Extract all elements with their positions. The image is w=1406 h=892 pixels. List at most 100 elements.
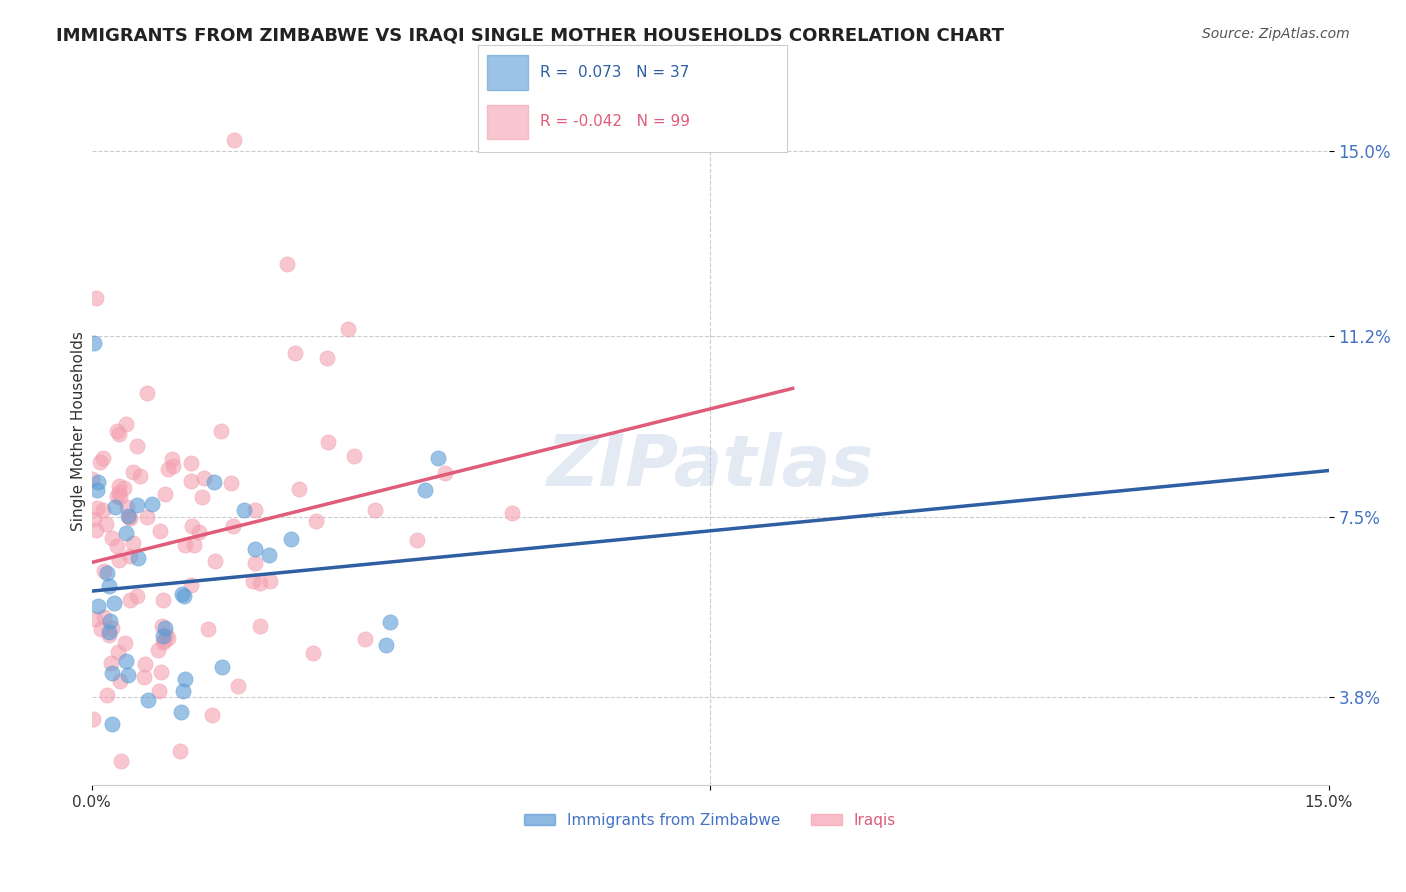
Point <box>96 566 118 581</box>
Y-axis label: Single Mother Households: Single Mother Households <box>72 331 86 532</box>
Point <box>104 500 127 515</box>
Point <box>191 490 214 504</box>
Point <box>259 574 281 588</box>
Point <box>120 549 142 563</box>
Point <box>125 499 148 513</box>
Point <box>118 509 141 524</box>
Point <box>134 657 156 671</box>
Point <box>115 654 138 668</box>
Point <box>114 635 136 649</box>
Point <box>280 532 302 546</box>
Point <box>155 628 177 642</box>
Point <box>107 479 129 493</box>
Point <box>150 619 173 633</box>
Point <box>105 489 128 503</box>
Point <box>284 346 307 360</box>
Point <box>118 511 141 525</box>
Point <box>364 503 387 517</box>
Point <box>173 538 195 552</box>
Legend: Immigrants from Zimbabwe, Iraqis: Immigrants from Zimbabwe, Iraqis <box>519 807 903 834</box>
Point <box>149 524 172 538</box>
Point <box>193 471 215 485</box>
Point <box>155 621 177 635</box>
Text: IMMIGRANTS FROM ZIMBABWE VS IRAQI SINGLE MOTHER HOUSEHOLDS CORRELATION CHART: IMMIGRANTS FROM ZIMBABWE VS IRAQI SINGLE… <box>56 27 1004 45</box>
Point <box>98 614 121 628</box>
Text: R =  0.073   N = 37: R = 0.073 N = 37 <box>540 65 689 80</box>
Point <box>187 524 209 539</box>
Point <box>100 656 122 670</box>
Point <box>83 335 105 350</box>
Point <box>90 623 112 637</box>
Point <box>172 587 194 601</box>
Point <box>149 665 172 680</box>
Point <box>152 629 174 643</box>
Point <box>211 660 233 674</box>
Point <box>343 450 366 464</box>
Point <box>160 451 183 466</box>
Point <box>222 518 245 533</box>
Point <box>180 519 202 533</box>
Point <box>93 609 115 624</box>
Point <box>378 615 401 629</box>
Point <box>243 503 266 517</box>
Point <box>108 553 131 567</box>
Point <box>169 706 191 720</box>
Point <box>316 351 339 366</box>
Point <box>148 643 170 657</box>
Point <box>153 633 176 648</box>
Point <box>242 574 264 588</box>
Point <box>107 645 129 659</box>
Point <box>83 512 105 526</box>
Point <box>197 622 219 636</box>
Point <box>117 508 139 523</box>
Point <box>132 670 155 684</box>
Point <box>219 475 242 490</box>
Point <box>84 612 107 626</box>
Point <box>174 672 197 686</box>
Point <box>84 523 107 537</box>
Point <box>105 539 128 553</box>
Point <box>91 502 114 516</box>
Point <box>209 424 232 438</box>
Point <box>135 386 157 401</box>
Point <box>152 593 174 607</box>
Point <box>120 593 142 607</box>
Point <box>288 482 311 496</box>
Point <box>114 417 136 431</box>
Point <box>100 666 122 681</box>
Point <box>136 693 159 707</box>
Point <box>87 475 110 490</box>
Point <box>141 497 163 511</box>
Point <box>413 483 436 498</box>
Point <box>233 502 256 516</box>
Point <box>97 624 120 639</box>
Point <box>117 667 139 681</box>
Point <box>89 455 111 469</box>
Point <box>101 716 124 731</box>
Point <box>305 514 328 528</box>
Point <box>162 459 184 474</box>
FancyBboxPatch shape <box>488 55 527 89</box>
Point <box>108 427 131 442</box>
Point <box>427 451 450 466</box>
Point <box>127 439 149 453</box>
Point <box>433 466 456 480</box>
Point <box>249 619 271 633</box>
Point <box>201 707 224 722</box>
Point <box>405 533 427 547</box>
Point <box>86 500 108 515</box>
FancyBboxPatch shape <box>488 104 527 139</box>
Point <box>354 632 377 646</box>
Point <box>172 684 194 698</box>
Point <box>110 754 132 768</box>
Point <box>115 525 138 540</box>
Point <box>136 510 159 524</box>
Point <box>84 291 107 305</box>
Point <box>249 576 271 591</box>
Point <box>183 537 205 551</box>
Point <box>121 465 143 479</box>
Point <box>122 536 145 550</box>
Point <box>336 322 359 336</box>
Point <box>204 554 226 568</box>
Point <box>93 564 115 578</box>
